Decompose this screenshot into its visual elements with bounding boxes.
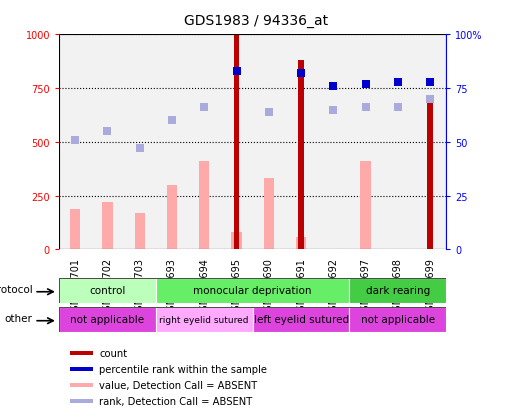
Bar	[317, 35, 349, 250]
Bar	[285, 35, 317, 250]
Bar	[349, 278, 446, 304]
Text: monocular deprivation: monocular deprivation	[193, 286, 312, 296]
Bar	[156, 35, 188, 250]
Bar	[59, 35, 91, 250]
Bar	[70, 383, 93, 387]
Text: value, Detection Call = ABSENT: value, Detection Call = ABSENT	[100, 380, 258, 390]
Bar	[124, 35, 156, 250]
Bar	[264, 179, 274, 250]
Bar	[156, 307, 252, 332]
Bar	[349, 307, 446, 332]
Bar	[70, 367, 93, 371]
Text: not applicable: not applicable	[70, 315, 145, 325]
Bar	[414, 35, 446, 250]
Bar	[252, 307, 349, 332]
Bar	[296, 237, 306, 250]
Text: control: control	[89, 286, 126, 296]
Bar	[134, 214, 145, 250]
Text: right eyelid sutured: right eyelid sutured	[160, 315, 249, 324]
Bar	[70, 351, 93, 355]
Bar	[59, 307, 156, 332]
Bar	[221, 35, 252, 250]
Bar	[70, 209, 81, 250]
Bar	[199, 162, 209, 250]
Bar	[298, 61, 304, 250]
Bar	[361, 162, 371, 250]
Text: rank, Detection Call = ABSENT: rank, Detection Call = ABSENT	[100, 396, 253, 406]
Bar	[102, 203, 112, 250]
Bar	[59, 278, 156, 304]
Bar	[156, 278, 349, 304]
Text: other: other	[5, 313, 32, 323]
Text: percentile rank within the sample: percentile rank within the sample	[100, 364, 267, 374]
Bar	[167, 185, 177, 250]
Bar	[382, 35, 414, 250]
Text: GDS1983 / 94336_at: GDS1983 / 94336_at	[185, 14, 328, 28]
Bar	[188, 35, 221, 250]
Bar	[231, 233, 242, 250]
Text: dark rearing: dark rearing	[366, 286, 430, 296]
Bar	[427, 100, 433, 250]
Bar	[70, 399, 93, 403]
Text: protocol: protocol	[0, 285, 32, 294]
Bar	[252, 35, 285, 250]
Text: left eyelid sutured: left eyelid sutured	[253, 315, 349, 325]
Text: count: count	[100, 348, 128, 358]
Bar	[234, 35, 240, 250]
Bar	[91, 35, 124, 250]
Text: not applicable: not applicable	[361, 315, 435, 325]
Bar	[349, 35, 382, 250]
